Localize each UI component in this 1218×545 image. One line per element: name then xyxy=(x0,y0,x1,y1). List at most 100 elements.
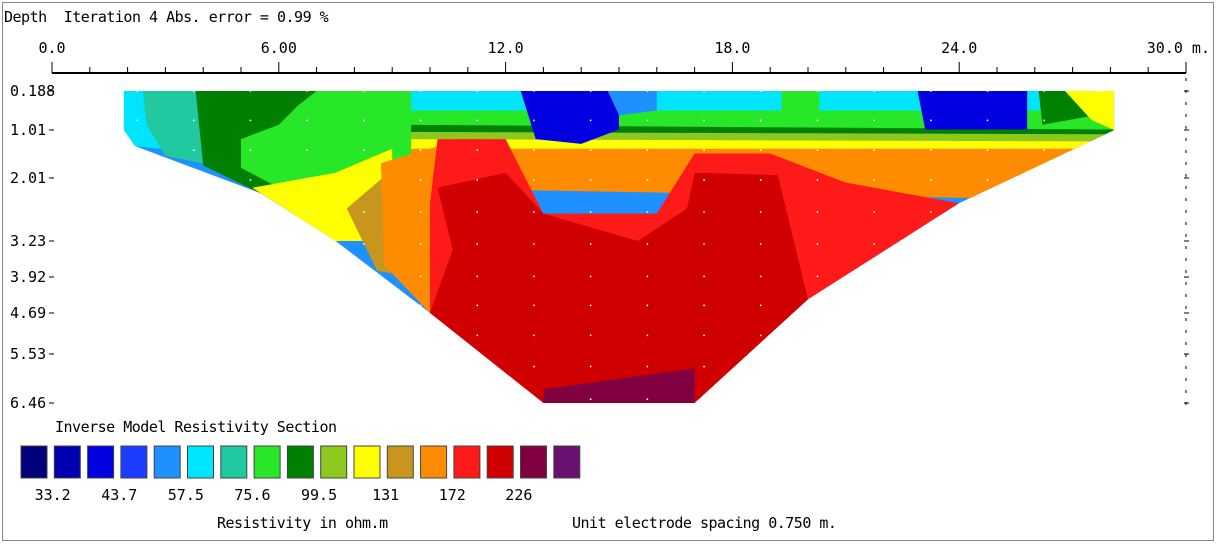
datum-point xyxy=(589,304,592,307)
datum-point xyxy=(1043,91,1046,92)
datum-point xyxy=(646,334,649,337)
datum-point xyxy=(533,179,535,181)
datum-point xyxy=(873,304,876,307)
datum-point xyxy=(1100,149,1102,151)
datum-point xyxy=(1100,119,1102,122)
depth-label: Depth xyxy=(4,8,47,26)
datum-point xyxy=(533,149,535,151)
datum-point xyxy=(362,179,365,181)
datum-point xyxy=(249,304,252,307)
datum-point xyxy=(419,91,422,92)
datum-point xyxy=(986,275,989,278)
datum-point xyxy=(1043,304,1046,307)
section-zone-8 xyxy=(607,91,657,116)
datum-point xyxy=(419,334,422,337)
datum-point xyxy=(646,91,649,92)
datum-point xyxy=(362,211,365,213)
datum-point xyxy=(759,304,762,307)
datum-point xyxy=(136,304,138,307)
datum-point xyxy=(646,211,649,213)
datum-point xyxy=(136,334,138,337)
datum-point xyxy=(816,243,819,245)
datum-point xyxy=(816,275,819,278)
section-zone-15 xyxy=(543,368,695,403)
datum-point xyxy=(192,149,195,151)
datum-point xyxy=(873,398,876,401)
datum-point xyxy=(816,334,819,337)
datum-point xyxy=(476,304,479,307)
datum-point xyxy=(419,119,422,122)
datum-point xyxy=(1043,211,1046,213)
legend-swatch xyxy=(453,445,481,479)
datum-point xyxy=(703,275,705,278)
datum-point xyxy=(136,91,138,92)
datum-point xyxy=(1043,179,1046,181)
datum-point xyxy=(192,304,195,307)
legend-swatch xyxy=(153,445,181,479)
datum-point xyxy=(306,179,309,181)
datum-point xyxy=(986,304,989,307)
datum-point xyxy=(306,365,309,368)
datum-point xyxy=(703,119,705,122)
datum-point xyxy=(986,398,989,401)
datum-point xyxy=(249,334,252,337)
legend-swatch xyxy=(253,445,281,479)
datum-point xyxy=(249,179,252,181)
datum-point xyxy=(759,119,762,122)
datum-point xyxy=(589,334,592,337)
datum-point xyxy=(759,275,762,278)
datum-point xyxy=(816,398,819,401)
datum-point xyxy=(1043,334,1046,337)
datum-point xyxy=(306,211,309,213)
datum-point xyxy=(362,275,365,278)
datum-point xyxy=(703,304,705,307)
legend-swatch xyxy=(187,445,214,479)
datum-point xyxy=(1100,275,1102,278)
datum-point xyxy=(929,211,932,213)
datum-point xyxy=(192,365,195,368)
y-tick-label: 5.53 xyxy=(10,345,46,363)
datum-point xyxy=(589,211,592,213)
datum-point xyxy=(476,275,479,278)
datum-point xyxy=(589,243,592,245)
datum-point xyxy=(646,149,649,151)
datum-point xyxy=(419,149,422,151)
section-zone-10 xyxy=(917,91,1028,130)
y-tick-label: 1.01 xyxy=(10,121,46,139)
legend-swatch xyxy=(320,445,348,479)
datum-point xyxy=(929,304,932,307)
datum-point xyxy=(589,149,592,151)
legend-label: 43.7 xyxy=(101,486,137,504)
datum-point xyxy=(419,275,422,278)
datum-point xyxy=(136,243,138,245)
x-tick-label: 24.0 xyxy=(941,39,977,57)
datum-point xyxy=(646,275,649,278)
datum-point xyxy=(476,211,479,213)
legend-swatch xyxy=(353,445,381,479)
x-tick-label: 6.00 xyxy=(261,39,297,57)
datum-point xyxy=(136,398,138,401)
datum-point xyxy=(646,179,649,181)
datum-point xyxy=(1100,334,1102,337)
legend-label: 57.5 xyxy=(168,486,204,504)
datum-point xyxy=(986,334,989,337)
datum-point xyxy=(306,304,309,307)
datum-point xyxy=(816,179,819,181)
datum-point xyxy=(249,243,252,245)
datum-point xyxy=(136,275,138,278)
legend-swatch xyxy=(553,445,581,479)
datum-point xyxy=(192,179,195,181)
datum-point xyxy=(589,275,592,278)
datum-point xyxy=(192,91,195,92)
datum-point xyxy=(1043,275,1046,278)
datum-point xyxy=(929,91,932,92)
datum-point xyxy=(1100,91,1102,92)
datum-point xyxy=(362,119,365,122)
section-zones xyxy=(123,91,1115,403)
datum-point xyxy=(759,365,762,368)
legend-swatch xyxy=(386,445,414,479)
datum-point xyxy=(192,275,195,278)
datum-point xyxy=(1100,211,1102,213)
datum-point xyxy=(419,211,422,213)
legend-label: 99.5 xyxy=(301,486,337,504)
